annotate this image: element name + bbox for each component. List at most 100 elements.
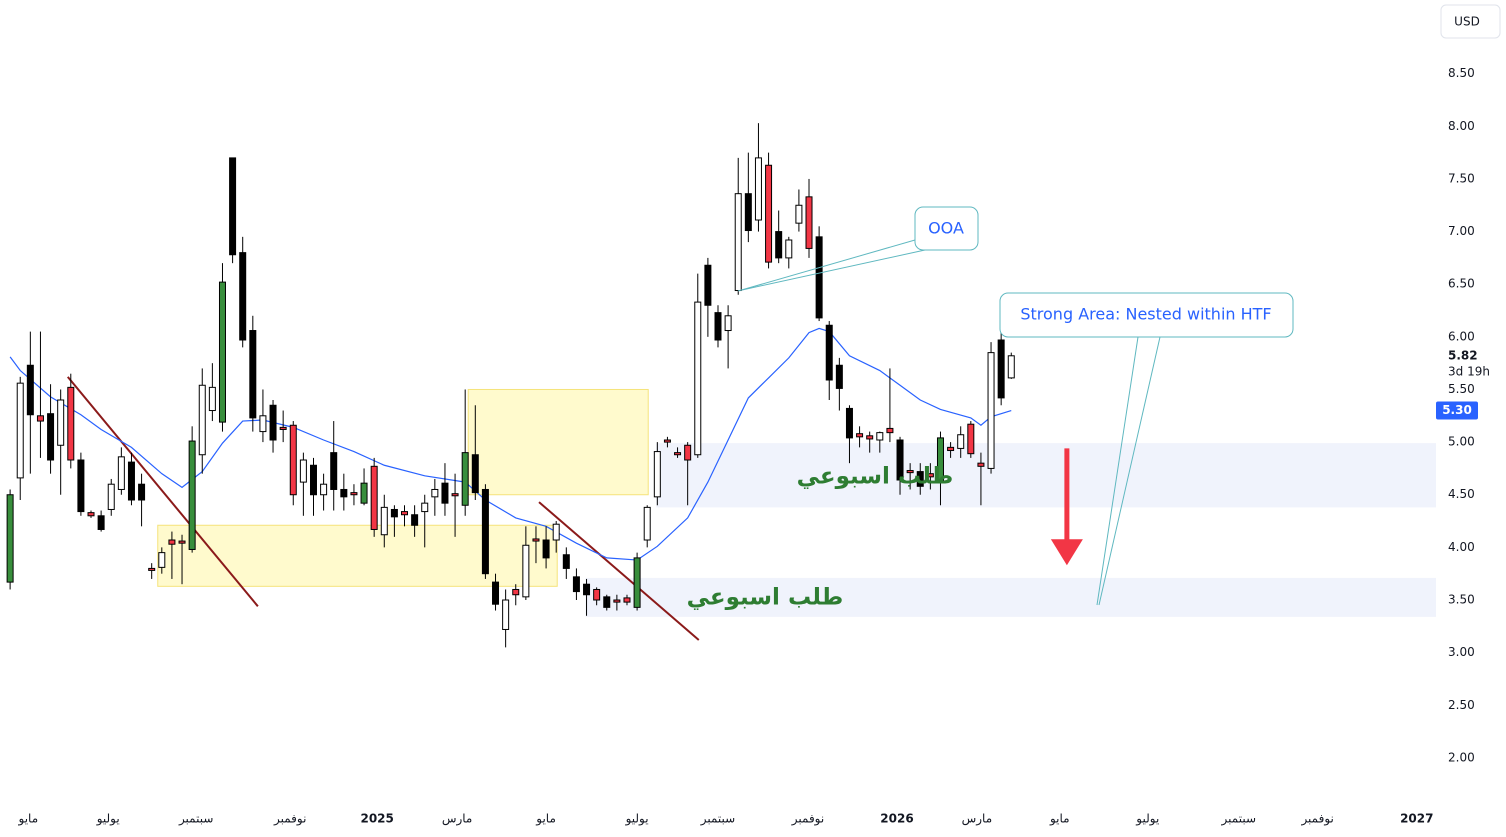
candle-body: [603, 596, 611, 608]
candle-body: [401, 511, 409, 516]
candle-body: [117, 456, 125, 490]
x-tick-label: مايو: [1049, 812, 1070, 827]
candle-body: [957, 434, 965, 449]
candle-body: [805, 196, 813, 249]
candle-body: [289, 424, 297, 496]
x-tick-label: 2026: [880, 812, 913, 826]
currency-button[interactable]: [1440, 4, 1501, 39]
candle-body: [754, 157, 762, 221]
candle-body: [744, 193, 752, 232]
candle-body: [623, 597, 631, 603]
candle-body: [512, 588, 520, 596]
candle-body: [178, 540, 186, 544]
candle-body: [198, 384, 206, 456]
ma-tag-label: 5.30: [1442, 403, 1472, 417]
x-tick-label: يوليو: [1135, 812, 1159, 827]
callout-pointer: [737, 239, 916, 292]
candle-body: [299, 459, 307, 483]
candle-body: [795, 204, 803, 224]
candle-body: [674, 452, 682, 456]
candle-body: [47, 413, 55, 461]
candle-body: [835, 364, 843, 389]
candle-body: [886, 427, 894, 434]
candle-body: [57, 399, 65, 446]
candle-body: [77, 459, 85, 513]
candle-body: [26, 364, 34, 416]
candle-body: [593, 588, 601, 601]
x-tick-label: سبتمبر: [178, 812, 213, 827]
candle-body: [1007, 355, 1015, 379]
candle-body: [360, 482, 368, 504]
zone: [467, 388, 649, 496]
candle-body: [714, 312, 722, 341]
candle-body: [997, 339, 1005, 399]
x-tick-label: مارس: [962, 812, 993, 827]
candle-body: [471, 454, 479, 494]
candle-body: [138, 483, 146, 501]
trendline: [538, 501, 700, 641]
y-tick-label: 4.50: [1448, 487, 1475, 501]
candle-body: [704, 264, 712, 306]
candle-body: [825, 324, 833, 381]
y-tick-label: 4.00: [1448, 540, 1475, 554]
y-tick-label: 2.00: [1448, 750, 1475, 764]
x-tick-label: مايو: [535, 812, 556, 827]
x-tick-label: يوليو: [625, 812, 649, 827]
candle-body: [380, 506, 388, 536]
candle-body: [583, 583, 591, 596]
candle-body: [532, 538, 540, 542]
y-tick-label: 3.00: [1448, 645, 1475, 659]
candle-body: [653, 451, 661, 498]
y-tick-label: 2.50: [1448, 698, 1475, 712]
candle-body: [259, 415, 267, 433]
candle-body: [67, 386, 75, 461]
candle-body: [866, 435, 874, 440]
ma-tag: [1436, 401, 1478, 420]
candle-body: [411, 514, 419, 526]
candle-body: [502, 599, 510, 630]
zone: [157, 524, 558, 587]
candle-body: [320, 483, 328, 496]
candle-body: [734, 193, 742, 292]
trendline: [66, 376, 259, 607]
candle-body: [36, 415, 44, 422]
candle-body: [542, 539, 550, 559]
callout-box: [914, 206, 979, 251]
candle-body: [97, 515, 105, 530]
candle-body: [906, 470, 914, 474]
candle-body: [765, 164, 773, 263]
callout-box: [999, 292, 1294, 338]
x-tick-label: نوفمبر: [791, 812, 824, 827]
candle-body: [441, 482, 449, 504]
x-tick-label: 2027: [1400, 812, 1433, 826]
callout-pointer: [741, 249, 926, 291]
candle-body: [330, 452, 338, 490]
candle-body: [481, 488, 489, 575]
weekly-demand-label: طلب اسبوعي: [687, 585, 844, 611]
zone: [656, 443, 1436, 508]
candle-body: [936, 437, 944, 483]
candle-body: [168, 539, 176, 545]
candle-body: [492, 581, 500, 605]
candle-body: [856, 433, 864, 438]
candle-body: [613, 599, 621, 603]
candle-body: [390, 508, 398, 518]
candle-body: [87, 512, 95, 517]
x-tick-label: يوليو: [96, 812, 120, 827]
currency[interactable]: USD: [1454, 15, 1480, 29]
candle-body: [461, 452, 469, 506]
candle-body: [552, 523, 560, 541]
y-tick-label: 5.50: [1448, 382, 1475, 396]
candle-body: [431, 488, 439, 498]
candle-body: [987, 352, 995, 469]
candle-body: [633, 557, 641, 608]
candle-body: [6, 494, 14, 583]
candle-body: [229, 157, 237, 256]
candle-body: [896, 439, 904, 481]
candle-body: [370, 465, 378, 530]
plot: [6, 123, 1436, 648]
candle-body: [845, 407, 853, 439]
x-tick-label: 2025: [360, 812, 393, 826]
callout-text: OOA: [928, 219, 964, 238]
